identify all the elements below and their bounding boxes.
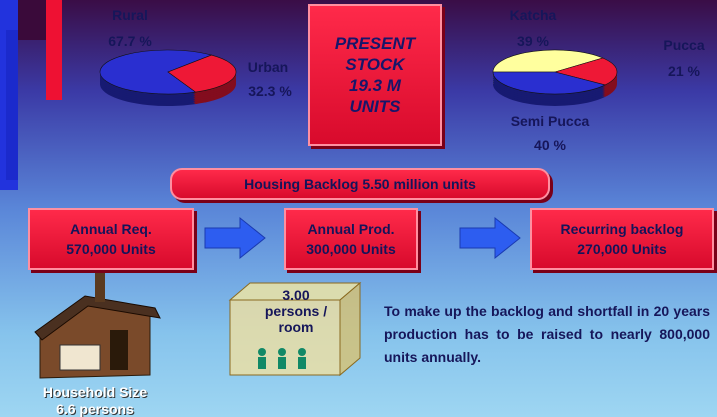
pie-value-label: 67.7 % xyxy=(108,33,152,49)
backlog-bar: Housing Backlog 5.50 million units xyxy=(170,168,550,200)
pie-label: Urban xyxy=(248,59,288,75)
deco-bar xyxy=(6,30,18,180)
flow-value: 570,000 Units xyxy=(30,239,192,259)
slide: Rural 67.7 % Urban 32.3 % Katcha 39 % Pucca 21 … xyxy=(0,0,717,417)
arrow xyxy=(205,218,265,258)
pie-value-label: 40 % xyxy=(534,137,566,153)
pie-label: Semi Pucca xyxy=(511,113,590,129)
density-line: persons / xyxy=(244,303,348,319)
stock-line: PRESENT xyxy=(310,33,440,54)
pie-value-label: 39 % xyxy=(517,33,549,49)
flow-box: Annual Req.570,000 Units xyxy=(28,208,194,270)
pie xyxy=(100,50,236,106)
backlog-text: Housing Backlog 5.50 million units xyxy=(172,176,548,192)
arrow xyxy=(460,218,520,258)
household-line: 6.6 persons xyxy=(20,401,170,417)
pie-label: Pucca xyxy=(663,37,704,53)
stock-line: 19.3 M xyxy=(310,75,440,96)
household: Household Size 6.6 persons xyxy=(20,384,170,417)
deco-bar xyxy=(18,0,46,40)
pie-value-label: 21 % xyxy=(668,63,700,79)
density-text: 3.00 persons / room xyxy=(244,287,348,335)
flow-title: Recurring backlog xyxy=(532,219,712,239)
stock-line: UNITS xyxy=(310,96,440,117)
flow-value: 270,000 Units xyxy=(532,239,712,259)
stock-line: STOCK xyxy=(310,54,440,75)
household-line: Household Size xyxy=(20,384,170,401)
note: To make up the backlog and shortfall in … xyxy=(384,300,710,369)
pie-label: Katcha xyxy=(510,7,557,23)
flow-title: Annual Prod. xyxy=(286,219,416,239)
density-line: room xyxy=(244,319,348,335)
pie-value-label: 32.3 % xyxy=(248,83,292,99)
flow-box: Annual Prod.300,000 Units xyxy=(284,208,418,270)
flow-title: Annual Req. xyxy=(30,219,192,239)
stock-box: PRESENT STOCK 19.3 M UNITS xyxy=(308,4,442,146)
density-line: 3.00 xyxy=(244,287,348,303)
pie-label: Rural xyxy=(112,7,148,23)
house-icon xyxy=(35,270,160,378)
deco-bar xyxy=(46,0,62,100)
pie xyxy=(493,50,617,106)
flow-value: 300,000 Units xyxy=(286,239,416,259)
